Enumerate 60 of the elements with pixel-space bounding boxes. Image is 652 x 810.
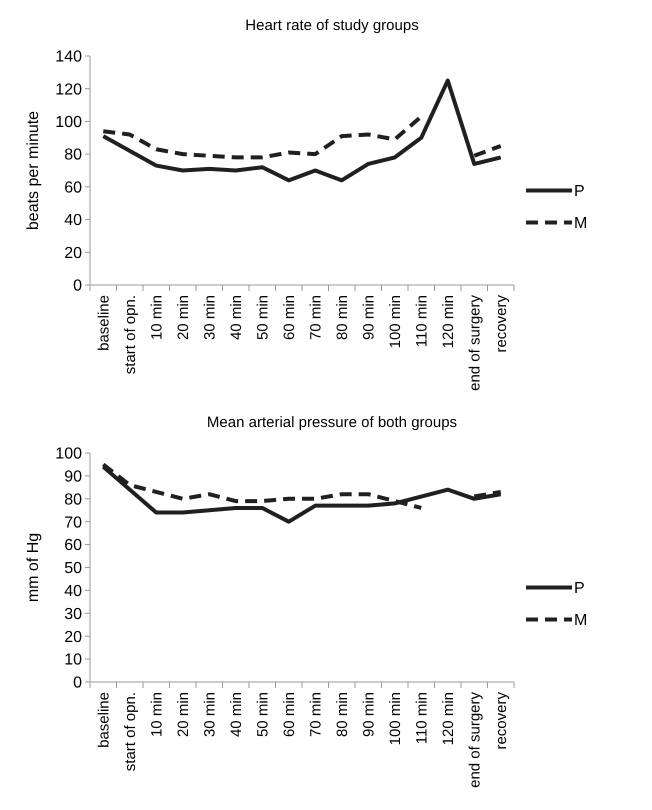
y-tick-label: 80 <box>64 146 82 164</box>
x-tick-label: 90 min <box>360 295 378 340</box>
y-axis-title: beats per minute <box>25 110 42 230</box>
line-series <box>101 78 503 182</box>
x-tick-label: 10 min <box>148 692 166 738</box>
x-tick-label: 50 min <box>254 692 272 738</box>
x-tick-label: 20 min <box>175 295 192 340</box>
y-tick-label: 20 <box>64 244 82 262</box>
x-tick-label: 50 min <box>254 295 272 340</box>
legend-label: P <box>574 580 585 598</box>
y-tick-label: 100 <box>55 114 82 132</box>
legend-label: M <box>574 612 588 630</box>
x-tick-label: baseline <box>96 295 112 351</box>
x-tick-label: 70 min <box>308 692 324 738</box>
x-tick-label: 60 min <box>281 692 298 738</box>
y-tick-label: 0 <box>73 278 82 295</box>
legend-label: P <box>574 183 585 200</box>
x-tick-label: 110 min <box>414 692 430 744</box>
x-tick-label: 80 min <box>334 295 351 340</box>
x-tick-label: 110 min <box>414 295 430 348</box>
x-tick-label: 40 min <box>228 692 245 738</box>
y-tick-label: 140 <box>55 48 82 66</box>
x-tick-label: 80 min <box>334 692 351 738</box>
y-tick-label: 80 <box>64 491 82 508</box>
y-tick-label: 100 <box>55 446 82 463</box>
y-tick-label: 70 <box>64 514 82 532</box>
y-tick-label: 60 <box>64 537 82 554</box>
y-tick-label: 90 <box>64 468 82 486</box>
y-tick-label: 50 <box>64 560 82 578</box>
x-tick-label: recovery <box>493 692 510 750</box>
y-tick-label: 40 <box>64 583 82 600</box>
y-tick-label: 120 <box>55 81 82 98</box>
y-tick-label: 10 <box>64 652 82 669</box>
x-tick-label: 120 min <box>440 692 457 746</box>
chart-title: Heart rate of study groups <box>245 17 419 34</box>
x-tick-label: 60 min <box>281 295 298 340</box>
y-tick-label: 0 <box>73 674 82 692</box>
y-axis-title: mm of Hg <box>25 532 42 602</box>
x-tick-label: 30 min <box>202 295 218 340</box>
x-tick-label: start of opn. <box>122 295 139 374</box>
x-tick-label: end of surgery <box>466 294 484 391</box>
x-tick-label: 120 min <box>440 295 457 348</box>
x-tick-label: 90 min <box>360 692 378 738</box>
x-tick-label: recovery <box>493 294 510 353</box>
x-tick-label: baseline <box>96 692 112 748</box>
y-tick-label: 20 <box>64 628 82 646</box>
x-tick-label: start of opn. <box>122 692 139 772</box>
x-tick-label: 20 min <box>175 692 192 738</box>
y-tick-label: 60 <box>64 179 82 196</box>
x-tick-label: 100 min <box>387 295 404 348</box>
x-tick-label: 70 min <box>308 295 324 340</box>
y-tick-label: 40 <box>64 212 82 230</box>
x-tick-label: 100 min <box>387 692 404 746</box>
x-tick-label: 40 min <box>228 295 245 340</box>
x-tick-label: 30 min <box>202 692 218 738</box>
x-tick-label: 10 min <box>148 295 166 340</box>
legend-label: M <box>574 215 588 232</box>
x-tick-label: end of surgery <box>466 692 484 788</box>
y-tick-label: 30 <box>64 606 82 623</box>
chart-title: Mean arterial pressure of both groups <box>206 414 458 431</box>
